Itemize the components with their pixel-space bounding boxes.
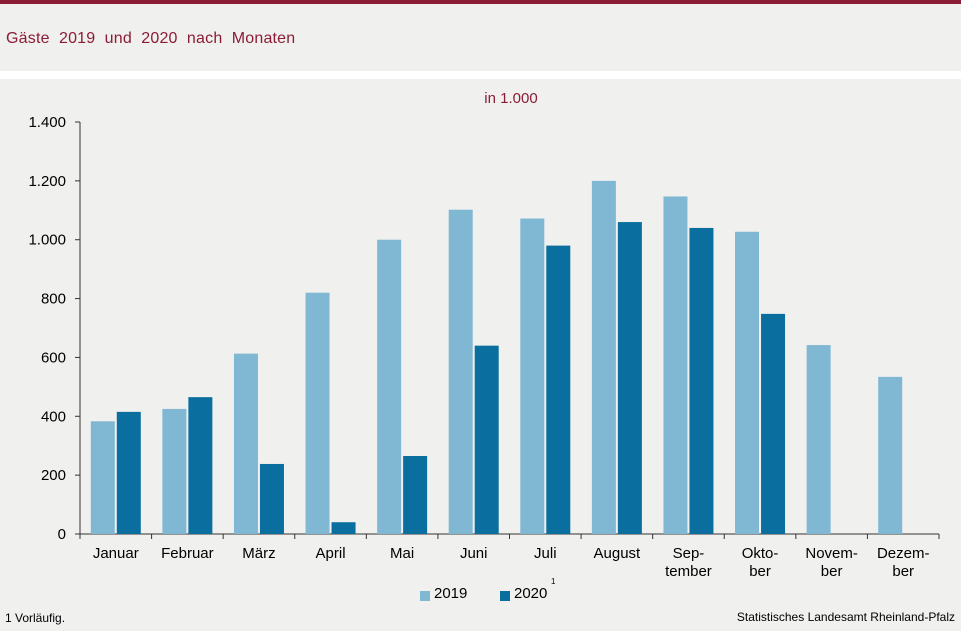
x-tick-label: Januar <box>93 545 139 562</box>
unit-label: in 1.000 <box>484 90 538 107</box>
bar-2019-7 <box>520 218 545 535</box>
bar-2020-2 <box>188 397 213 534</box>
bar-2019-1 <box>90 421 115 534</box>
y-tick-label: 400 <box>41 408 66 425</box>
x-tick-label: Mai <box>390 545 414 562</box>
bar-2020-6 <box>474 345 499 534</box>
bar-2019-3 <box>233 353 258 534</box>
bar-2019-2 <box>162 408 187 534</box>
bar-2020-9 <box>689 227 714 534</box>
bar-2019-4 <box>305 292 330 534</box>
bar-2019-11 <box>806 345 831 534</box>
footnote: 1 Vorläufig. <box>5 611 66 625</box>
y-tick-label: 600 <box>41 349 66 366</box>
x-tick-label: Sep-tember <box>665 545 712 580</box>
bar-2020-4 <box>331 522 356 534</box>
bar-2019-9 <box>663 196 688 534</box>
legend-label-2020: 2020 <box>514 585 548 602</box>
header-separator <box>0 71 961 79</box>
y-tick-label: 800 <box>41 291 66 308</box>
chart-header: Gäste 2019 und 2020 nach Monaten <box>0 4 961 71</box>
y-tick-label: 0 <box>58 526 66 543</box>
legend-swatch-2019 <box>420 591 430 601</box>
bar-2020-1 <box>116 411 141 534</box>
bar-2019-8 <box>591 180 616 534</box>
bar-2020-7 <box>546 245 571 534</box>
source-label: Statistisches Landesamt Rheinland-Pfalz <box>736 610 955 624</box>
x-tick-label: Juli <box>534 545 557 562</box>
top-accent-bar <box>0 0 961 4</box>
legend-footnote-marker: 1 <box>551 577 556 586</box>
x-tick-label: Okto-ber <box>742 545 779 580</box>
x-tick-label: Novem-ber <box>805 545 858 580</box>
chart-title: Gäste 2019 und 2020 nach Monaten <box>6 30 296 47</box>
bar-2019-5 <box>377 239 402 534</box>
y-tick-label: 1.200 <box>28 173 66 190</box>
x-tick-label: April <box>316 545 346 562</box>
y-tick-label: 1.400 <box>28 114 66 131</box>
x-tick-label: Juni <box>460 545 488 562</box>
bar-2019-12 <box>878 376 903 534</box>
x-tick-label: Februar <box>161 545 214 562</box>
bar-2020-5 <box>403 456 428 534</box>
x-tick-label: Dezem-ber <box>877 545 930 580</box>
bar-2020-8 <box>617 222 642 535</box>
x-tick-label: August <box>594 545 642 562</box>
bar-2019-10 <box>735 231 760 535</box>
y-tick-label: 200 <box>41 467 66 484</box>
bar-2019-6 <box>448 209 473 534</box>
legend-label-2019: 2019 <box>434 585 468 602</box>
bar-2020-3 <box>259 463 284 534</box>
legend-swatch-2020 <box>500 591 510 601</box>
x-tick-label: März <box>242 545 275 562</box>
y-tick-label: 1.000 <box>28 232 66 249</box>
bar-2020-10 <box>761 313 786 534</box>
